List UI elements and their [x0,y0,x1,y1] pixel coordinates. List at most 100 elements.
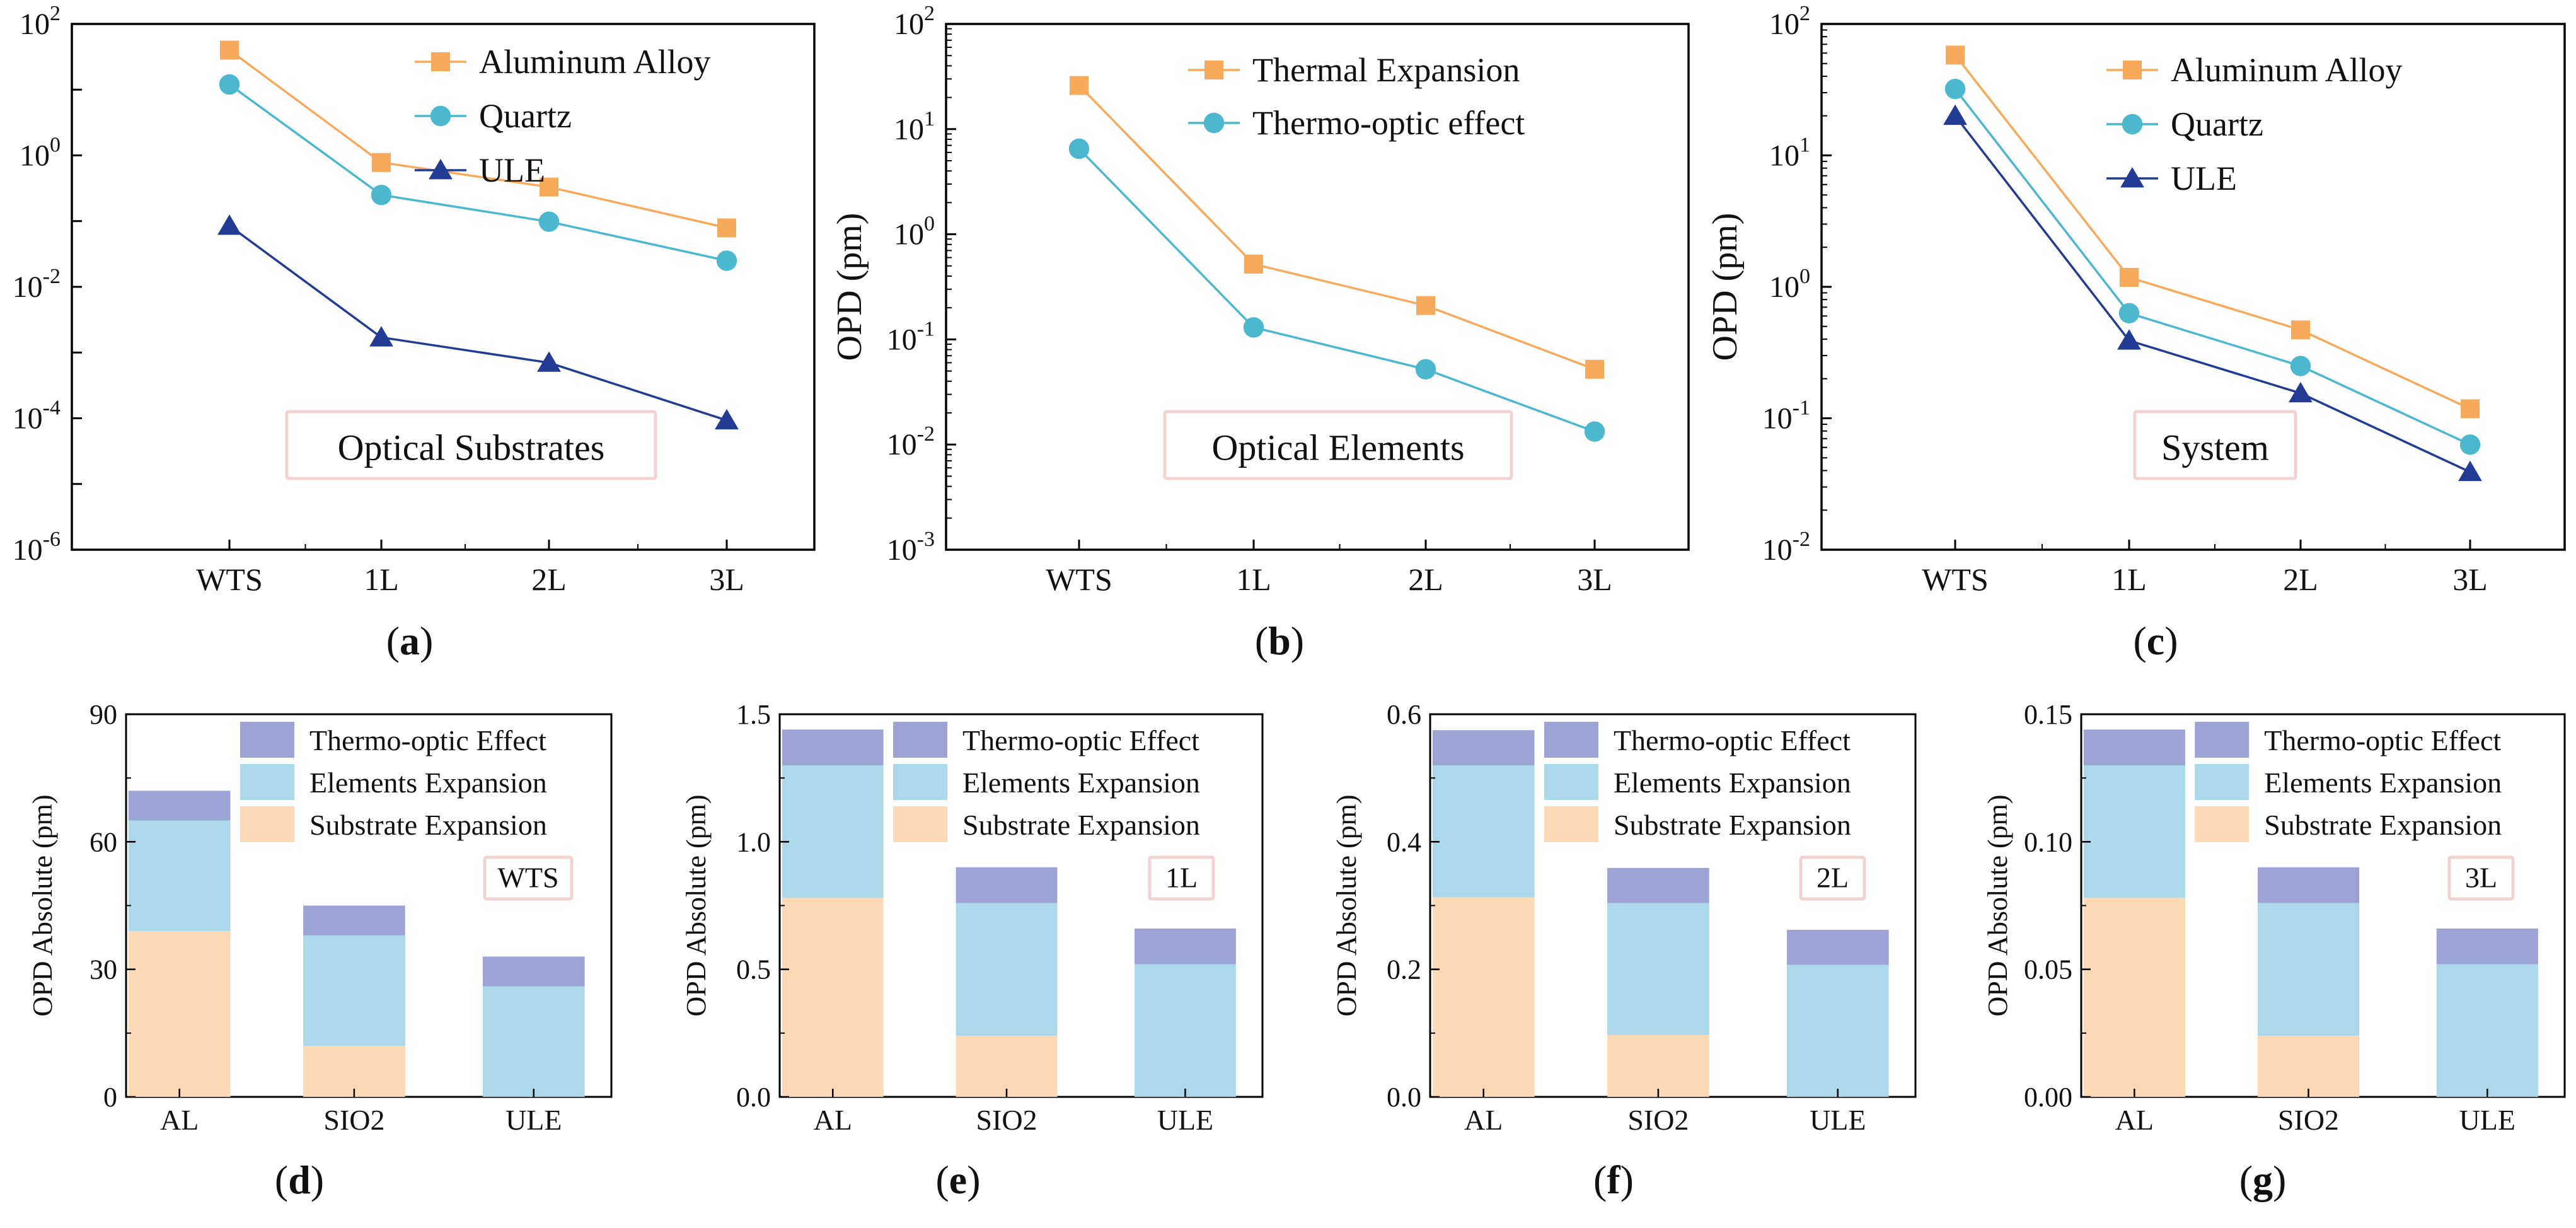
legend-swatch [240,764,294,800]
bar-segment [2083,729,2185,765]
data-point [1416,296,1435,315]
bar-segment [956,903,1058,1036]
data-point [716,250,737,271]
legend-label: Quartz [479,97,572,135]
legend-label: Thermo-optic Effect [962,724,1199,756]
panel-caption: (f) [1593,1157,1634,1202]
legend-swatch [240,722,294,758]
x-tick-label: 1L [364,562,399,597]
legend-label: Aluminum Alloy [479,43,711,81]
x-tick-label: ULE [505,1104,562,1136]
data-point [2459,434,2481,455]
annotation-label: WTS [497,862,558,894]
y-axis-label: OPD (pm) [830,213,869,361]
x-tick-label: AL [160,1104,199,1136]
annotation-box [2133,410,2297,480]
panel-f: AL SIO2 ULE 0.0 0.2 0.4 0.6 OPD Absolute (pm) Th… [1331,699,1917,1202]
y-tick-label: 0.4 [1387,826,1421,857]
x-tick-label: ULE [2459,1104,2515,1136]
x-tick-label: SIO2 [976,1104,1037,1136]
annotation-label: Optical Elements [1211,427,1464,468]
bar-segment [482,956,585,987]
legend-label: Thermo-optic Effect [2264,724,2501,756]
y-tick-label: 101 [894,107,935,146]
bar-segment [2436,964,2538,1097]
series-line-quartz [1954,88,2471,446]
annotation-box [1148,855,1215,901]
series-line-thermal-expansion [1078,84,1595,371]
y-tick-label: 10-6 [13,528,61,567]
annotation-label: 2L [1816,862,1849,894]
y-tick-label: 10-1 [1762,397,1810,436]
panel-c: 102 101 100 10-1 10-2 WTS 1L 2L 3L OPD (pm) Alumin… [1706,2,2566,663]
x-tick-label: 2L [1408,562,1443,597]
annotation-box [483,855,574,901]
x-tick-label: WTS [1922,562,1989,597]
data-point [2289,381,2313,403]
x-tick-label: SIO2 [2278,1104,2339,1136]
legend-swatch [2195,806,2250,842]
panel-caption: (d) [275,1157,324,1202]
y-tick-label: 0.6 [1387,699,1421,730]
annotation-label: 1L [1165,862,1198,894]
panel-g: AL SIO2 ULE 0.00 0.05 0.10 0.15 OPD Absolute (p… [1982,699,2566,1202]
legend-marker [1203,112,1225,134]
x-tick-label: ULE [1810,1104,1866,1136]
data-point [1068,138,1090,159]
data-point [2461,399,2480,419]
y-tick-label: 102 [20,2,61,41]
legend-swatch [893,764,948,800]
bar-segment [1135,964,1236,1097]
legend-marker [430,105,451,127]
panel-caption: (e) [935,1157,980,1202]
plot-frame [945,23,1690,551]
legend-label: Thermo-optic Effect [1614,724,1851,756]
data-point [1584,421,1605,442]
legend-label: Elements Expansion [2264,767,2502,799]
bar-segment [303,935,405,1046]
data-point [220,40,239,60]
y-axis-label: OPD (pm) [1706,213,1745,361]
bar-segment [128,820,231,931]
bar-segment [1135,928,1236,964]
data-point [540,177,558,197]
bar-segment [303,1046,405,1097]
legend-label: ULE [2171,159,2237,197]
bar-segment [1432,897,1535,1097]
series-line-thermo-optic-effect [1078,148,1595,433]
data-point [1946,45,1965,65]
annotation-box [1799,855,1866,901]
y-tick-label: 10-3 [887,528,935,567]
series-line-ule [1954,115,2471,473]
legend-label: Elements Expansion [1614,767,1851,799]
x-tick-label: 3L [1577,562,1612,597]
legend-marker [429,159,453,180]
x-tick-label: 3L [2452,562,2488,597]
bar-segment [1607,1034,1709,1097]
legend-label: Substrate Expansion [1614,809,1851,841]
y-tick-label: 100 [20,134,61,173]
y-tick-label: 30 [90,954,117,985]
bar-segment [1786,929,1889,965]
y-tick-label: 0.5 [736,954,771,985]
data-point [1585,359,1604,379]
annotation-label: 3L [2465,862,2497,894]
data-point [1943,104,1967,125]
panel-d: AL SIO2 ULE 0 30 60 90 OPD Absolute (pm) Thermo-… [27,699,613,1202]
data-point [2117,329,2141,350]
y-tick-label: 102 [894,2,935,41]
data-point [369,326,393,347]
y-tick-label: 101 [1769,134,1810,173]
x-tick-label: SIO2 [323,1104,384,1136]
x-tick-label: AL [2115,1104,2154,1136]
legend-swatch [240,806,294,842]
annotation-box [2447,855,2515,901]
bar-segment [2436,928,2538,964]
legend-label: Thermal Expansion [1252,51,1520,89]
data-point [2290,356,2311,376]
data-point [217,214,241,235]
x-tick-label: SIO2 [1627,1104,1689,1136]
y-tick-label: 10-4 [13,397,61,436]
data-point [219,74,240,95]
